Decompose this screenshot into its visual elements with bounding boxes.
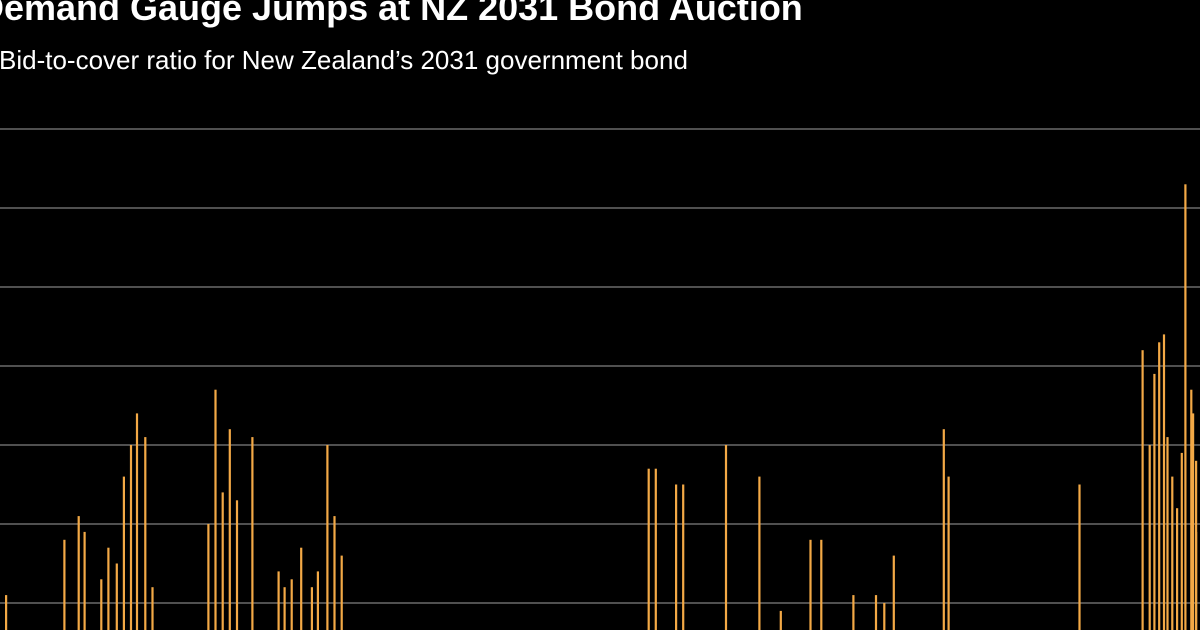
bar: [883, 603, 886, 630]
bar: [107, 547, 110, 630]
bar: [779, 610, 782, 630]
bar: [675, 484, 678, 630]
bar: [1184, 184, 1187, 630]
bar: [1166, 437, 1169, 630]
bar: [1158, 342, 1161, 630]
bar: [63, 539, 66, 630]
gridlines: [0, 128, 1200, 604]
bar: [682, 484, 685, 630]
bar: [214, 389, 217, 630]
bar: [654, 468, 657, 630]
bar: [892, 555, 895, 630]
bar: [1176, 508, 1179, 630]
bar: [1171, 476, 1174, 630]
bar: [809, 539, 812, 630]
bar: [1162, 334, 1166, 630]
bars: [5, 184, 1198, 630]
bar: [1141, 350, 1144, 630]
bar: [1153, 373, 1156, 630]
bar: [1195, 531, 1198, 630]
bar: [83, 531, 86, 630]
bar: [228, 429, 231, 630]
bar: [129, 445, 133, 630]
bar: [947, 476, 950, 630]
bar: [724, 445, 728, 630]
bar: [135, 413, 139, 630]
bar: [316, 571, 319, 630]
bar: [1148, 445, 1151, 630]
bar: [326, 445, 329, 630]
bar: [1192, 413, 1195, 630]
bar: [300, 547, 303, 630]
bar: [333, 516, 336, 630]
bar: [151, 587, 154, 630]
bar: [277, 571, 280, 630]
bar: [1180, 452, 1183, 630]
bar: [207, 524, 210, 630]
bar: [283, 587, 286, 630]
bar: [235, 500, 239, 630]
bar: [874, 595, 878, 630]
bar: [77, 516, 80, 630]
bar: [820, 539, 823, 630]
bar: [290, 579, 293, 630]
bar: [100, 579, 103, 630]
bar: [221, 492, 224, 630]
bar: [647, 468, 650, 630]
bar: [251, 437, 254, 630]
bar: [144, 437, 147, 630]
bar: [1078, 484, 1081, 630]
bar: [5, 595, 8, 630]
bar: [122, 476, 125, 630]
bar: [115, 563, 118, 630]
chart-title: Demand Gauge Jumps at NZ 2031 Bond Aucti…: [0, 0, 803, 28]
bar: [310, 587, 313, 630]
chart-subtitle: Bid-to-cover ratio for New Zealand’s 203…: [0, 45, 688, 75]
bar: [852, 595, 855, 630]
bar: [340, 555, 343, 630]
bar: [758, 476, 761, 630]
bar: [1190, 389, 1193, 630]
bar: [942, 429, 945, 630]
